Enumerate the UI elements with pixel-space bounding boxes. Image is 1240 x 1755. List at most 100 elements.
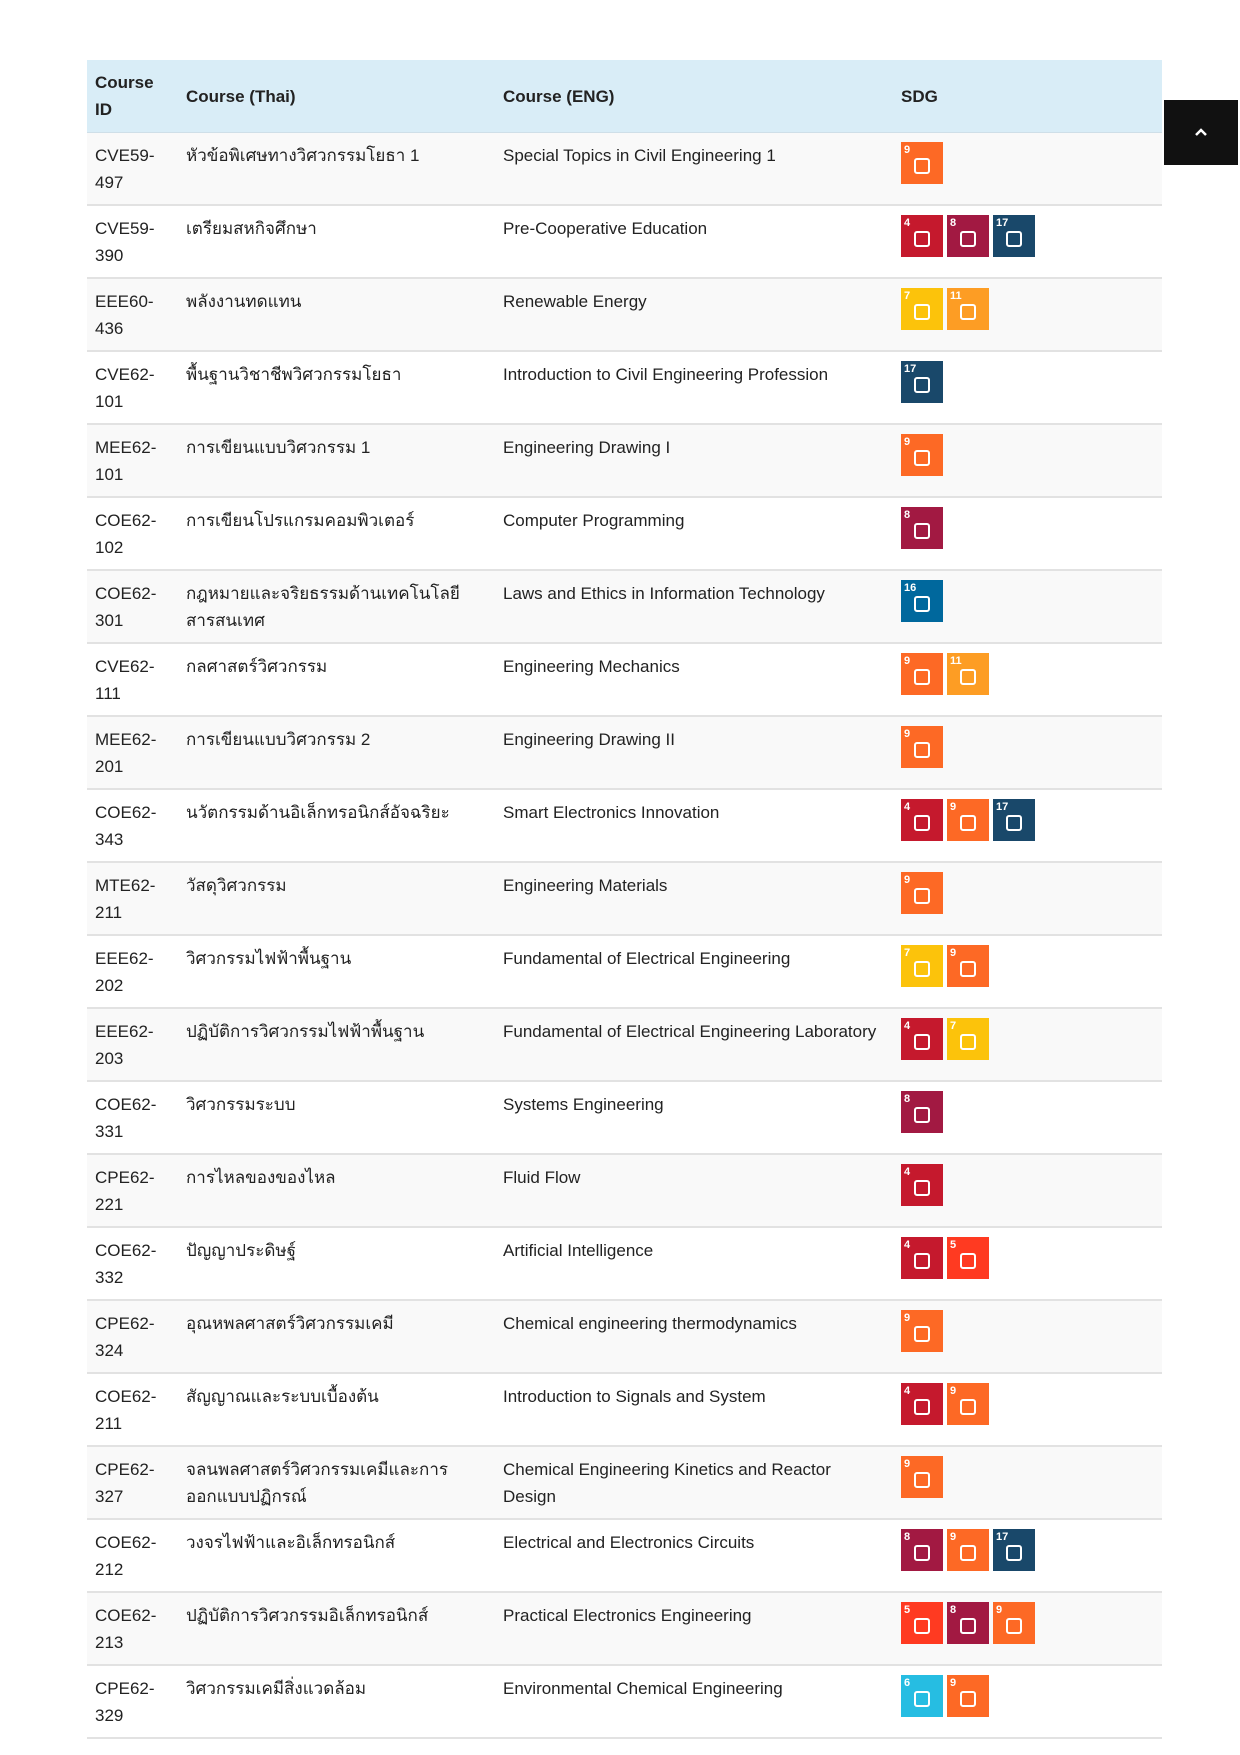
course-row: MTE62-211 วัสดุวิศวกรรม Engineering Materi… bbox=[87, 862, 1162, 936]
sdg-list: 9 bbox=[901, 1310, 1154, 1352]
sdg-symbol bbox=[960, 815, 976, 831]
course-eng: Smart Electronics Innovation bbox=[495, 789, 893, 863]
sdg-list: 9 bbox=[901, 1456, 1154, 1498]
sdg-number: 5 bbox=[904, 1604, 911, 1616]
sdg-symbol bbox=[914, 1545, 930, 1561]
sdg-symbol bbox=[914, 450, 930, 466]
caret-icon bbox=[1195, 128, 1207, 136]
sdg-number: 16 bbox=[904, 582, 917, 594]
sdg-number: 11 bbox=[950, 655, 962, 667]
sdg-symbol bbox=[960, 1618, 976, 1634]
sdg-symbol bbox=[914, 961, 930, 977]
course-thai: วิศวกรรมระบบ bbox=[178, 1081, 495, 1155]
sdg-cell: 9 bbox=[893, 1300, 1162, 1374]
header-cell: Course (Thai) bbox=[178, 60, 495, 133]
sdg-cell: 4 bbox=[893, 1154, 1162, 1228]
sdg-symbol bbox=[960, 1691, 976, 1707]
sdg-icon: 16 bbox=[901, 580, 943, 622]
sdg-icon: 9 bbox=[947, 799, 989, 841]
course-thai: อุณหพลศาสตร์วิศวกรรมเคมี bbox=[178, 1300, 495, 1374]
course-eng: Introduction to Signals and System bbox=[495, 1373, 893, 1447]
sdg-icon: 8 bbox=[901, 1091, 943, 1133]
course-id: CPE62-329 bbox=[87, 1665, 178, 1739]
course-id: MEE62-201 bbox=[87, 716, 178, 790]
course-thai: การเขียนแบบวิศวกรรม 1 bbox=[178, 424, 495, 498]
course-thai: วัสดุวิศวกรรม bbox=[178, 862, 495, 936]
sdg-icon: 9 bbox=[947, 1675, 989, 1717]
sdg-icon: 7 bbox=[901, 945, 943, 987]
sdg-symbol bbox=[914, 377, 930, 393]
sdg-number: 7 bbox=[904, 947, 911, 959]
sdg-number: 9 bbox=[950, 1531, 957, 1543]
sdg-icon: 9 bbox=[947, 945, 989, 987]
course-id: EEE62-203 bbox=[87, 1008, 178, 1082]
sdg-icon: 7 bbox=[947, 1018, 989, 1060]
course-thai: วงจรไฟฟ้าและอิเล็กทรอนิกส์ bbox=[178, 1519, 495, 1593]
sdg-symbol bbox=[914, 888, 930, 904]
sdg-icon: 4 bbox=[901, 1383, 943, 1425]
course-thai: การเขียนแบบวิศวกรรม 2 bbox=[178, 716, 495, 790]
course-row: CVE62-101 พื้นฐานวิชาชีพวิศวกรรมโยธา Intro… bbox=[87, 351, 1162, 425]
sdg-symbol bbox=[960, 231, 976, 247]
sdg-symbol bbox=[914, 1399, 930, 1415]
sdg-icon: 4 bbox=[901, 799, 943, 841]
course-row: EEE62-203 ปฏิบัติการวิศวกรรมไฟฟ้าพื้นฐาน F… bbox=[87, 1008, 1162, 1082]
course-thai: พื้นฐานวิชาชีพวิศวกรรมโยธา bbox=[178, 351, 495, 425]
sdg-icon: 9 bbox=[901, 726, 943, 768]
course-id: CVE59-390 bbox=[87, 205, 178, 279]
sdg-symbol bbox=[960, 961, 976, 977]
course-row: COE62-211 สัญญาณและระบบเบื้องต้น Introduct… bbox=[87, 1373, 1162, 1447]
sdg-cell: 4 9 17 bbox=[893, 789, 1162, 863]
sdg-number: 9 bbox=[996, 1604, 1003, 1616]
course-id: COE62-212 bbox=[87, 1519, 178, 1593]
course-id: CPE62-327 bbox=[87, 1446, 178, 1520]
sdg-list: 9 11 bbox=[901, 653, 1154, 695]
sdg-list: 9 bbox=[901, 872, 1154, 914]
course-row: COE62-212 วงจรไฟฟ้าและอิเล็กทรอนิกส์ Elect… bbox=[87, 1519, 1162, 1593]
sdg-icon: 5 bbox=[901, 1602, 943, 1644]
scroll-top-button[interactable] bbox=[1164, 100, 1238, 165]
sdg-list: 9 bbox=[901, 434, 1154, 476]
sdg-cell: 7 11 bbox=[893, 278, 1162, 352]
sdg-cell: 5 8 9 bbox=[893, 1592, 1162, 1666]
sdg-symbol bbox=[1006, 1545, 1022, 1561]
header-cell: Course (ENG) bbox=[495, 60, 893, 133]
sdg-number: 5 bbox=[950, 1239, 957, 1251]
course-row: EEE62-202 วิศวกรรมไฟฟ้าพื้นฐาน Fundamental… bbox=[87, 935, 1162, 1009]
course-row: MEE62-201 การเขียนแบบวิศวกรรม 2 Engineerin… bbox=[87, 716, 1162, 790]
sdg-number: 4 bbox=[904, 217, 911, 229]
sdg-icon: 4 bbox=[901, 1164, 943, 1206]
sdg-cell: 9 bbox=[893, 132, 1162, 206]
sdg-symbol bbox=[914, 742, 930, 758]
sdg-icon: 8 bbox=[901, 1529, 943, 1571]
sdg-symbol bbox=[960, 1034, 976, 1050]
sdg-list: 16 bbox=[901, 580, 1154, 622]
course-eng: Electrical and Electronics Circuits bbox=[495, 1519, 893, 1593]
course-eng: Computer Programming bbox=[495, 497, 893, 571]
sdg-cell: 9 bbox=[893, 424, 1162, 498]
sdg-icon: 17 bbox=[993, 799, 1035, 841]
course-thai: วิศวกรรมเคมีสิ่งแวดล้อม bbox=[178, 1665, 495, 1739]
sdg-icon: 4 bbox=[901, 1237, 943, 1279]
sdg-symbol bbox=[914, 231, 930, 247]
sdg-list: 8 bbox=[901, 1091, 1154, 1133]
course-eng: Fluid Flow bbox=[495, 1154, 893, 1228]
sdg-number: 17 bbox=[996, 1531, 1009, 1543]
course-thai: หัวข้อพิเศษทางวิศวกรรมโยธา 1 bbox=[178, 132, 495, 206]
course-id: COE62-211 bbox=[87, 1373, 178, 1447]
sdg-icon: 9 bbox=[901, 434, 943, 476]
course-row: CPE62-329 วิศวกรรมเคมีสิ่งแวดล้อม Environm… bbox=[87, 1665, 1162, 1739]
sdg-symbol bbox=[914, 1180, 930, 1196]
course-thai: กลศาสตร์วิศวกรรม bbox=[178, 643, 495, 717]
sdg-icon: 11 bbox=[947, 288, 989, 330]
course-row: COE62-301 กฎหมายและจริยธรรมด้านเทคโนโลยีส… bbox=[87, 570, 1162, 644]
table-body: CVE59-497 หัวข้อพิเศษทางวิศวกรรมโยธา 1 Spe… bbox=[87, 132, 1162, 1739]
sdg-number: 9 bbox=[904, 1312, 911, 1324]
header-cell: SDG bbox=[893, 60, 1162, 133]
course-id: CPE62-324 bbox=[87, 1300, 178, 1374]
course-row: EEE60-436 พลังงานทดแทน Renewable Energy 7 11 bbox=[87, 278, 1162, 352]
sdg-icon: 17 bbox=[993, 215, 1035, 257]
sdg-symbol bbox=[1006, 1618, 1022, 1634]
